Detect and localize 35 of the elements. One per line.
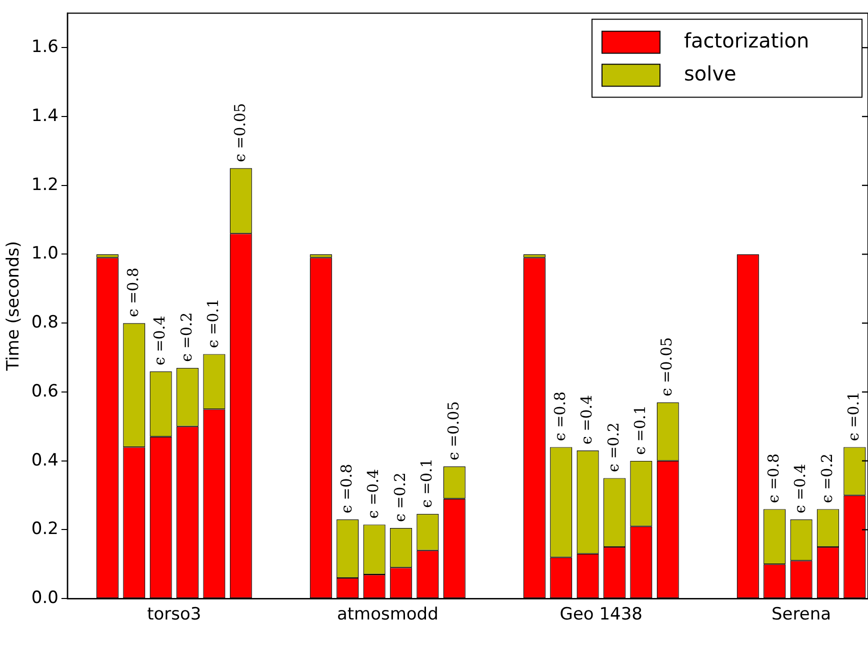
x-tick-label: ϵ =0.2 <box>818 453 836 504</box>
x-tick-label: ϵ =0.4 <box>150 316 169 366</box>
x-tick-label: ϵ =0.8 <box>764 453 782 504</box>
y-axis-title: Time (seconds) <box>4 241 24 372</box>
x-tick-label: ϵ =0.4 <box>791 464 810 514</box>
x-tick-label: ϵ =0.2 <box>604 422 622 472</box>
y-tick-label: 0.8 <box>31 312 58 333</box>
x-tick-label: ϵ =0.2 <box>177 312 196 362</box>
x-tick-label: ϵ =0.05 <box>230 103 249 162</box>
x-tick-label: ϵ =0.2 <box>390 472 409 522</box>
legend-label: factorization <box>684 28 810 52</box>
y-tick-label: 1.2 <box>31 174 58 195</box>
x-tick-label: ϵ =0.4 <box>364 468 382 519</box>
x-tick-label: ϵ =0.05 <box>444 401 462 460</box>
y-tick-label: 0.2 <box>31 519 58 540</box>
x-tick-label: ϵ =0.1 <box>418 458 436 508</box>
text: Geo 1438 <box>560 604 642 625</box>
x-tick-label: ϵ =0.1 <box>631 405 650 455</box>
x-tick-label: ϵ =0.8 <box>338 464 356 514</box>
y-tick-label: 0.0 <box>31 588 58 608</box>
y-tick-label: 1.4 <box>31 106 58 126</box>
x-tick-label: ϵ =0.4 <box>578 394 596 445</box>
y-tick-label: 0.6 <box>31 381 58 402</box>
text: Serena <box>772 604 832 625</box>
legend-label: solve <box>684 61 736 86</box>
x-tick-label: ϵ =0.1 <box>844 391 863 442</box>
x-tick-label: ϵ =0.05 <box>658 337 676 396</box>
text: atmosmodd <box>336 604 438 625</box>
x-tick-label: ϵ =0.8 <box>124 268 142 318</box>
x-tick-label: ϵ =0.8 <box>551 391 570 442</box>
x-tick-label: ϵ =0.1 <box>204 298 222 348</box>
y-tick-label: 1.0 <box>31 244 58 264</box>
text: torso3 <box>147 604 202 625</box>
y-tick-label: 0.4 <box>31 450 58 470</box>
y-tick-label: 1.6 <box>31 37 58 58</box>
